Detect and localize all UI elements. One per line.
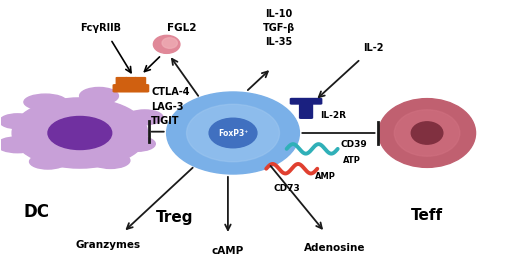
Ellipse shape xyxy=(394,110,460,156)
Ellipse shape xyxy=(24,94,67,110)
Ellipse shape xyxy=(126,110,163,125)
Ellipse shape xyxy=(17,119,74,134)
Text: AMP: AMP xyxy=(315,172,335,181)
Ellipse shape xyxy=(86,116,145,133)
Text: Adenosine: Adenosine xyxy=(305,243,366,253)
Text: FcγRIIB: FcγRIIB xyxy=(80,23,121,34)
Text: cAMP: cAMP xyxy=(212,246,244,256)
Text: FoxP3⁺: FoxP3⁺ xyxy=(218,128,248,138)
Ellipse shape xyxy=(77,96,103,129)
Text: IL-2: IL-2 xyxy=(363,43,383,53)
Ellipse shape xyxy=(44,102,78,130)
Ellipse shape xyxy=(79,88,118,105)
Ellipse shape xyxy=(186,104,280,162)
Ellipse shape xyxy=(154,35,180,53)
Ellipse shape xyxy=(81,136,112,161)
Ellipse shape xyxy=(86,132,138,146)
Ellipse shape xyxy=(411,122,443,144)
Ellipse shape xyxy=(166,92,300,174)
Ellipse shape xyxy=(0,114,35,129)
Text: CD39: CD39 xyxy=(340,140,367,149)
FancyBboxPatch shape xyxy=(113,84,150,93)
FancyBboxPatch shape xyxy=(134,77,146,86)
Text: Granzymes: Granzymes xyxy=(75,240,140,251)
Ellipse shape xyxy=(209,118,257,148)
Circle shape xyxy=(48,117,112,149)
Ellipse shape xyxy=(0,137,38,153)
Text: ATP: ATP xyxy=(343,156,360,165)
Circle shape xyxy=(12,98,147,168)
Text: IL-10
TGF-β
IL-35: IL-10 TGF-β IL-35 xyxy=(263,9,295,47)
FancyBboxPatch shape xyxy=(290,98,323,105)
Ellipse shape xyxy=(91,153,130,168)
Text: Treg: Treg xyxy=(156,210,193,225)
Text: FGL2: FGL2 xyxy=(167,23,197,34)
Text: CTLA-4
LAG-3
TIGIT: CTLA-4 LAG-3 TIGIT xyxy=(152,87,190,126)
Text: Teff: Teff xyxy=(411,207,443,223)
Text: IL-2R: IL-2R xyxy=(320,111,346,120)
Ellipse shape xyxy=(378,99,476,167)
Ellipse shape xyxy=(119,136,155,151)
FancyBboxPatch shape xyxy=(299,101,313,119)
Text: DC: DC xyxy=(24,203,50,221)
Ellipse shape xyxy=(46,136,79,162)
Ellipse shape xyxy=(162,38,177,48)
Ellipse shape xyxy=(17,132,74,147)
FancyBboxPatch shape xyxy=(116,77,128,86)
Text: CD73: CD73 xyxy=(274,184,301,193)
Ellipse shape xyxy=(30,154,67,169)
FancyBboxPatch shape xyxy=(125,77,137,86)
